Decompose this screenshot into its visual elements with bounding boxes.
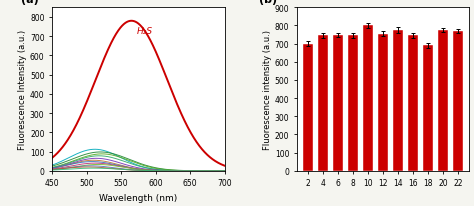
Y-axis label: Fluorescence Intensity (a.u.): Fluorescence Intensity (a.u.) <box>18 30 27 149</box>
Bar <box>303 44 313 171</box>
Text: H₂S: H₂S <box>137 27 153 36</box>
Bar <box>333 36 343 171</box>
Bar <box>378 34 388 171</box>
Bar <box>438 31 448 171</box>
Bar <box>423 46 433 171</box>
Y-axis label: Fluorescence intensity (a.u.): Fluorescence intensity (a.u.) <box>263 30 272 149</box>
X-axis label: Wavelength (nm): Wavelength (nm) <box>99 193 177 202</box>
Bar <box>363 26 374 171</box>
Text: (b): (b) <box>259 0 277 5</box>
Bar <box>408 36 418 171</box>
Bar <box>318 36 328 171</box>
Bar <box>453 32 463 171</box>
Text: (a): (a) <box>21 0 39 5</box>
Bar <box>393 31 403 171</box>
Bar <box>348 36 358 171</box>
